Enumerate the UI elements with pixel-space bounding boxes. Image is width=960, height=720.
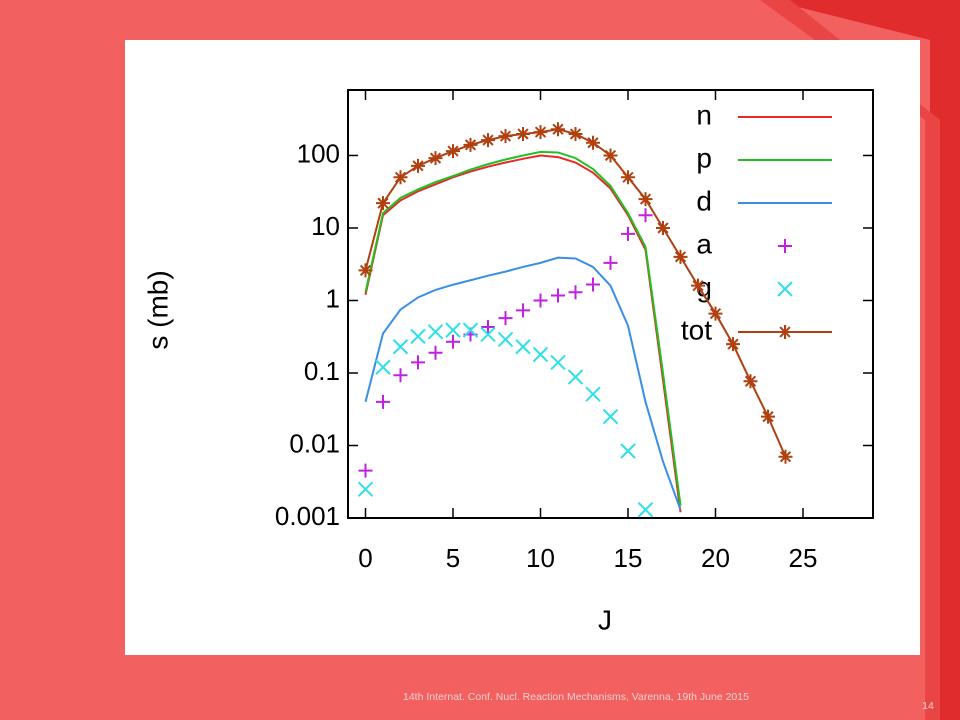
y-tick-label: 0.01 xyxy=(289,428,340,458)
data-point xyxy=(445,322,461,338)
data-point xyxy=(551,122,565,137)
x-tick-label: 15 xyxy=(614,543,643,573)
data-point xyxy=(446,334,460,349)
data-point xyxy=(637,502,654,518)
data-point xyxy=(673,249,688,264)
plot-frame xyxy=(347,89,874,519)
data-point xyxy=(708,306,723,321)
footer: 14th Internat. Conf. Nucl. Reaction Mech… xyxy=(403,691,749,703)
legend-swatch xyxy=(778,325,792,339)
x-tick-label: 10 xyxy=(526,543,555,573)
data-point xyxy=(516,126,530,141)
data-point xyxy=(358,263,373,278)
data-point xyxy=(358,463,373,478)
data-point xyxy=(497,331,514,348)
data-point xyxy=(621,170,635,185)
y-tick-label: 0.001 xyxy=(275,501,340,531)
data-point xyxy=(585,386,601,402)
legend-label: g xyxy=(696,271,712,302)
data-point xyxy=(393,170,408,185)
x-tick-label: 0 xyxy=(358,543,372,573)
y-axis-label: s (mb) xyxy=(142,270,173,349)
data-point xyxy=(568,285,583,300)
data-point xyxy=(551,288,565,303)
data-point xyxy=(411,158,425,173)
y-tick-label: 1 xyxy=(326,283,340,313)
data-point xyxy=(603,148,618,163)
data-point xyxy=(621,226,635,241)
data-point xyxy=(463,137,478,152)
background-accent xyxy=(770,0,960,720)
y-tick-label: 10 xyxy=(311,211,340,241)
data-point xyxy=(516,303,530,318)
data-point xyxy=(392,339,409,355)
data-point xyxy=(568,126,583,141)
data-point xyxy=(357,481,374,497)
x-axis-label: J xyxy=(598,604,612,635)
series-line xyxy=(364,256,682,511)
data-point xyxy=(567,369,584,385)
data-point xyxy=(411,355,425,370)
legend-label: n xyxy=(696,99,712,130)
data-point xyxy=(375,359,391,375)
data-point xyxy=(603,255,618,270)
data-point xyxy=(638,192,653,207)
y-tick-label: 0.1 xyxy=(304,356,340,386)
x-tick-label: 20 xyxy=(701,543,730,573)
data-point xyxy=(428,151,443,166)
data-point xyxy=(691,278,705,293)
data-point xyxy=(481,320,495,335)
legend-swatch xyxy=(777,281,793,297)
data-point xyxy=(533,125,548,140)
data-point xyxy=(498,129,513,144)
data-point xyxy=(761,409,775,424)
data-point xyxy=(462,322,479,338)
legend-label: d xyxy=(696,185,712,216)
data-point xyxy=(376,196,390,211)
data-point xyxy=(620,443,636,459)
data-point xyxy=(586,135,600,150)
data-point xyxy=(410,328,426,345)
data-point xyxy=(480,326,496,343)
series-line xyxy=(364,150,682,506)
data-point xyxy=(743,374,758,389)
data-point xyxy=(498,311,513,326)
legend-swatch xyxy=(778,239,792,253)
data-point xyxy=(778,449,793,464)
data-point xyxy=(427,324,444,340)
data-point xyxy=(726,337,740,352)
data-point xyxy=(446,144,460,159)
data-point xyxy=(428,345,443,360)
data-point xyxy=(376,394,390,409)
legend-label: p xyxy=(696,142,712,173)
data-point xyxy=(638,208,653,223)
x-tick-label: 5 xyxy=(446,543,460,573)
data-point xyxy=(602,408,619,425)
legend-label: a xyxy=(696,228,712,259)
legend-label: tot xyxy=(681,314,712,345)
data-point xyxy=(586,277,600,292)
data-point xyxy=(533,293,548,308)
data-point xyxy=(550,354,566,371)
x-tick-label: 25 xyxy=(789,543,818,573)
data-point xyxy=(532,346,549,363)
data-point xyxy=(481,133,495,148)
data-point xyxy=(393,368,408,383)
data-point xyxy=(515,339,531,355)
data-point xyxy=(656,220,670,235)
y-tick-label: 100 xyxy=(297,138,340,168)
page-number: 14 xyxy=(922,700,934,712)
